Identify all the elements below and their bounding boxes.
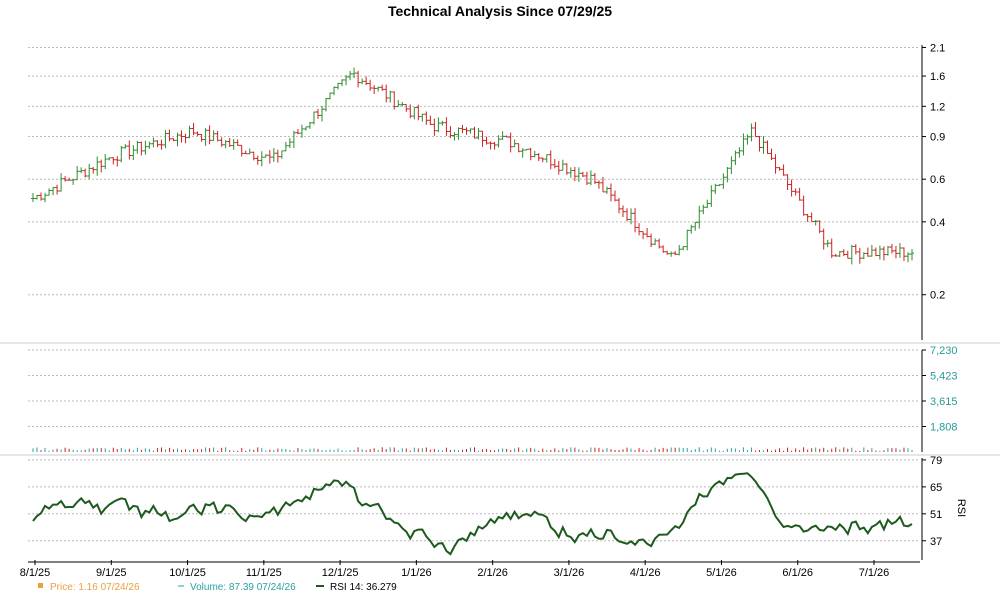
x-tick-label: 7/1/26 [859, 567, 890, 579]
x-tick-label: 3/1/26 [554, 567, 585, 579]
rsi-tick-label: 51 [930, 509, 942, 521]
price-legend-label: Price: 1.16 07/24/26 [50, 582, 140, 593]
price-tick-label: 2.1 [930, 42, 945, 54]
chart-title: Technical Analysis Since 07/29/25 [387, 3, 613, 19]
volume-tick-label: 7,230 [930, 345, 958, 357]
x-tick-label: 10/1/25 [169, 567, 206, 579]
x-tick-label: 5/1/26 [706, 567, 737, 579]
volume-panel [32, 447, 913, 452]
x-tick-label: 8/1/25 [20, 567, 51, 579]
price-tick-label: 0.2 [930, 290, 945, 302]
rsi-tick-label: 37 [930, 536, 942, 548]
price-tick-label: 1.6 [930, 71, 945, 83]
price-tick-label: 1.2 [930, 101, 945, 113]
legend: Price: 1.16 07/24/26 Volume: 87.39 07/24… [38, 582, 397, 593]
rsi-panel [32, 472, 913, 556]
x-tick-label: 12/1/25 [322, 567, 359, 579]
tick-label-layer: 2.1 1.6 1.2 0.9 0.6 0.4 0.2 7,230 5,423 3,615 1,80… [20, 42, 967, 579]
price-tick-label: 0.9 [930, 132, 945, 144]
volume-tick-label: 3,615 [930, 396, 958, 408]
grid-layer [28, 46, 920, 542]
axes-layer [0, 45, 1000, 565]
rsi-legend-label: RSI 14: 36.279 [330, 582, 397, 593]
x-tick-label: 4/1/26 [630, 567, 661, 579]
x-tick-label: 11/1/25 [246, 567, 282, 579]
price-panel [31, 67, 914, 265]
price-tick-label: 0.4 [930, 217, 945, 229]
volume-legend-label: Volume: 87.39 07/24/26 [190, 582, 296, 593]
volume-tick-label: 5,423 [930, 370, 958, 382]
rsi-axis-label: RSI [955, 499, 967, 517]
rsi-line [32, 472, 913, 556]
rsi-tick-label: 65 [930, 482, 942, 494]
price-legend-swatch [38, 583, 43, 588]
price-tick-label: 0.6 [930, 174, 945, 186]
x-tick-label: 6/1/26 [782, 567, 813, 579]
rsi-tick-label: 79 [930, 455, 942, 467]
x-tick-label: 1/1/26 [401, 567, 432, 579]
x-tick-label: 9/1/25 [96, 567, 127, 579]
x-tick-label: 2/1/26 [477, 567, 508, 579]
volume-tick-label: 1,808 [930, 421, 958, 433]
